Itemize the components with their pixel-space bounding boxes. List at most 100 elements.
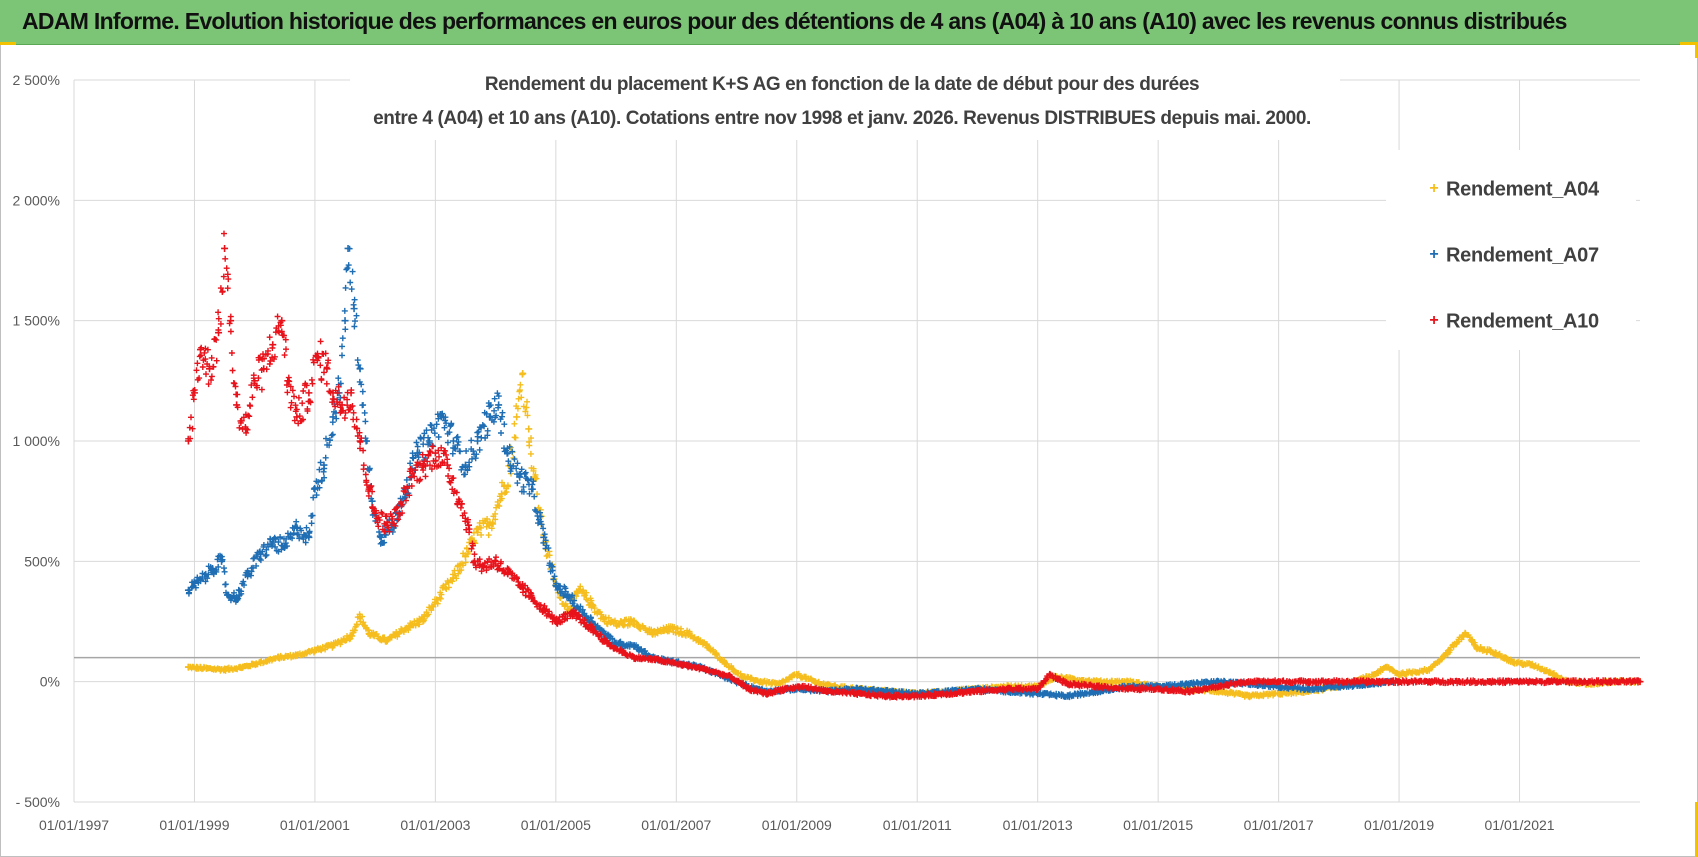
legend-marker-a04: + [1429, 180, 1438, 197]
data-point [311, 485, 319, 493]
data-point [1510, 658, 1518, 666]
data-point [341, 317, 349, 325]
data-point [239, 663, 247, 671]
data-point [600, 615, 608, 623]
data-point [1383, 663, 1391, 671]
data-point [1516, 678, 1524, 686]
data-point [702, 666, 710, 674]
x-tick-label: 01/01/2001 [280, 817, 350, 833]
data-point [281, 543, 289, 551]
data-point [973, 687, 981, 695]
data-point [811, 678, 819, 686]
data-point [576, 586, 584, 594]
data-point [437, 413, 445, 421]
data-point [666, 625, 674, 633]
corner-mark-right-top [1695, 42, 1698, 58]
data-point [218, 557, 226, 565]
data-point [320, 461, 328, 469]
x-tick-label: 01/01/2021 [1484, 817, 1554, 833]
data-point [257, 550, 265, 558]
data-point [419, 615, 427, 623]
data-point [455, 497, 463, 505]
data-point [209, 565, 217, 573]
legend-marker-a07: + [1429, 246, 1438, 263]
legend: + Rendement_A04 + Rendement_A07 + Rendem… [1386, 150, 1636, 350]
data-point [206, 365, 214, 373]
data-point [576, 605, 584, 613]
data-point [570, 610, 578, 618]
data-point [519, 370, 527, 378]
data-point [1606, 678, 1614, 686]
data-point [462, 461, 469, 469]
data-point [275, 654, 283, 662]
data-point [516, 581, 524, 589]
y-tick-label: 500% [24, 553, 60, 569]
data-point [564, 591, 572, 599]
data-point [495, 401, 503, 409]
data-point [215, 329, 223, 337]
data-point [1124, 685, 1132, 693]
x-tick-label: 01/01/2005 [521, 817, 591, 833]
legend-label-a07: Rendement_A07 [1446, 244, 1599, 266]
data-point [1395, 670, 1403, 678]
x-tick-label: 01/01/2009 [762, 817, 832, 833]
data-point [293, 651, 301, 659]
data-point [377, 533, 385, 541]
data-point [1245, 678, 1252, 686]
data-point [329, 389, 337, 397]
data-point [498, 490, 506, 498]
x-axis-ticks: 01/01/1997 01/01/1999 01/01/2001 01/01/2003… [39, 817, 1555, 833]
data-point [293, 413, 301, 421]
data-point [449, 574, 457, 582]
corner-mark-top-left [0, 42, 16, 45]
chart-title-background [350, 68, 1340, 140]
data-point [227, 317, 235, 325]
data-point [293, 524, 301, 532]
series-group [184, 230, 1644, 701]
corner-mark-right-bottom [1695, 802, 1698, 857]
data-point [407, 473, 415, 481]
data-point [606, 642, 614, 650]
data-point [612, 620, 620, 628]
data-point [257, 658, 265, 666]
x-tick-label: 01/01/2019 [1364, 817, 1434, 833]
data-point [630, 654, 638, 662]
data-point [486, 413, 494, 421]
data-point [474, 528, 482, 536]
data-point [745, 685, 753, 693]
data-point [1245, 692, 1252, 700]
data-point [588, 625, 596, 633]
y-tick-label: 2 500% [13, 72, 60, 88]
data-point [1184, 680, 1192, 688]
data-point [913, 692, 921, 700]
data-point [684, 630, 692, 638]
data-point [1184, 687, 1192, 695]
data-point [269, 538, 277, 546]
x-tick-label: 01/01/2003 [400, 817, 470, 833]
data-point [443, 461, 451, 469]
data-point [1275, 678, 1283, 686]
data-point [1443, 649, 1451, 657]
data-point [1305, 685, 1313, 693]
data-point [338, 401, 346, 409]
data-point [763, 690, 771, 698]
data-point [462, 553, 469, 561]
y-tick-label: 1 500% [13, 313, 60, 329]
data-point [757, 678, 765, 686]
data-point [943, 690, 951, 698]
data-point [540, 605, 548, 613]
header-banner: ADAM Informe. Evolution historique des p… [0, 0, 1698, 45]
chart-title-line-1: Rendement du placement K+S AG en fonctio… [485, 74, 1199, 95]
x-tick-label: 01/01/2015 [1123, 817, 1193, 833]
data-point [368, 497, 376, 505]
data-point [823, 687, 831, 695]
data-point [1528, 661, 1536, 669]
data-point [431, 449, 439, 457]
data-point [311, 646, 319, 654]
data-point [504, 449, 512, 457]
data-point [474, 437, 482, 445]
x-tick-label: 01/01/2007 [641, 817, 711, 833]
data-point [1214, 682, 1222, 690]
data-point [528, 485, 536, 493]
data-point [221, 244, 229, 252]
